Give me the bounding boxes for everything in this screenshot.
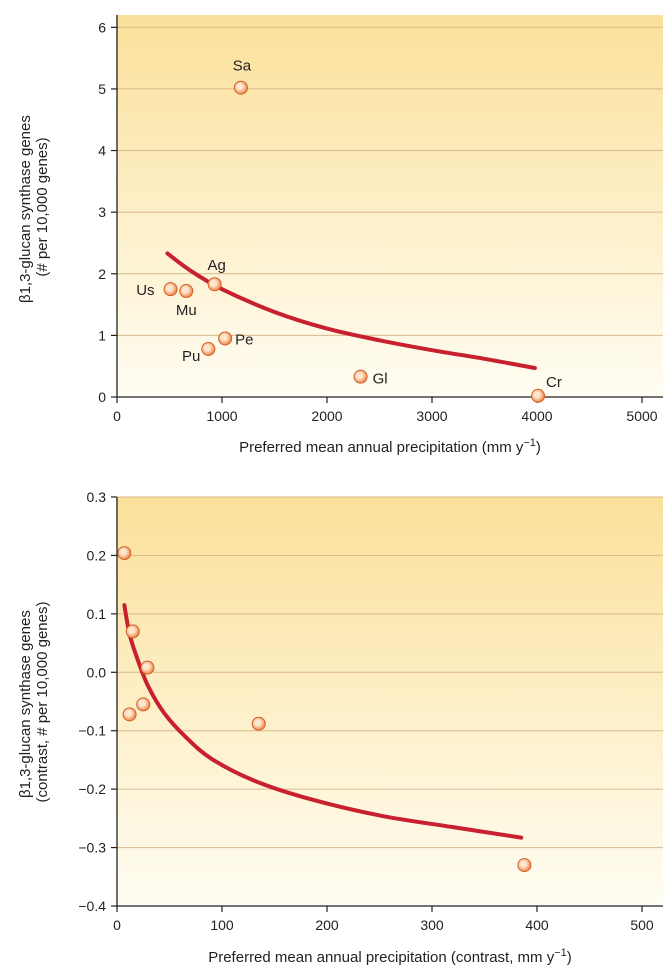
data-point [207,277,222,292]
axes [116,15,663,398]
y-tick-label: 5 [98,81,106,97]
y-tick-label: −0.1 [78,723,106,739]
y-tick-label: 2 [98,266,106,282]
chart-bottom: −0.4 −0.3 −0.2 −0.1 0.0 0.1 0.2 0.3 0 100 200 300 40… [17,489,663,966]
axes [116,497,663,907]
plot-area [117,497,663,906]
y-tick-label: −0.3 [78,840,106,856]
data-point [531,388,546,403]
plot-area [117,15,663,397]
point-label: Pe [235,331,253,348]
data-point [218,331,233,346]
data-point [179,284,194,299]
y-axis-label: β1,3-glucan synthase genes (contrast, # … [17,602,51,803]
chart-top: 0 1 2 3 4 5 6 0 1000 2000 3000 4000 5000 Sa Ag Us Mu Pe P… [17,15,663,456]
y-axis-label: β1,3-glucan synthase genes (# per 10,000… [17,111,51,303]
point-label: Us [136,282,154,299]
x-tick-label: 300 [420,917,444,933]
x-tick-label: 3000 [416,408,447,424]
point-label: Gl [373,371,388,388]
x-tick-label: 1000 [206,408,237,424]
data-point [201,341,216,356]
y-tick-label: −0.2 [78,781,106,797]
y-tick-label: 0.3 [87,489,107,505]
x-tick-label: 400 [525,917,549,933]
data-point [163,282,178,297]
data-point [233,80,248,95]
fit-curve [122,603,524,840]
y-tick-label: 1 [98,327,106,343]
point-label: Mu [176,302,197,319]
point-label: Ag [207,257,225,274]
x-tick-label: 5000 [626,408,657,424]
x-tick-label: 0 [113,408,121,424]
ticks: 0 1 2 3 4 5 6 0 1000 2000 3000 4000 5000 [98,19,658,424]
data-point [251,716,266,731]
x-axis-label: Preferred mean annual precipitation (mm … [239,437,541,456]
point-label: Pu [182,348,200,365]
y-tick-label: 4 [98,143,106,159]
data-point [125,624,140,639]
y-tick-label: 0.0 [87,664,107,680]
x-tick-label: 500 [630,917,654,933]
data-point [117,546,132,561]
data-point [517,858,532,873]
point-label: Cr [546,374,562,391]
y-tick-label: 0.2 [87,547,107,563]
data-point [353,369,368,384]
y-tick-label: 0.1 [87,606,107,622]
data-point [122,707,137,722]
point-label: Sa [233,58,252,75]
x-tick-label: 100 [210,917,234,933]
x-tick-label: 200 [315,917,339,933]
y-tick-label: 6 [98,19,106,35]
y-tick-label: 0 [98,389,106,405]
grid [117,496,663,849]
x-tick-label: 0 [113,917,121,933]
fit-curve [165,251,537,371]
data-point [140,660,155,675]
ticks: −0.4 −0.3 −0.2 −0.1 0.0 0.1 0.2 0.3 0 100 200 300 40… [78,489,654,933]
data-point [136,697,151,712]
x-tick-label: 4000 [521,408,552,424]
y-tick-label: −0.4 [78,898,106,914]
grid [117,26,663,336]
data-points [117,546,532,873]
data-points: Sa Ag Us Mu Pe Pu Gl Cr [136,58,562,403]
x-axis-label: Preferred mean annual precipitation (con… [208,947,572,966]
y-tick-label: 3 [98,204,106,220]
x-tick-label: 2000 [311,408,342,424]
